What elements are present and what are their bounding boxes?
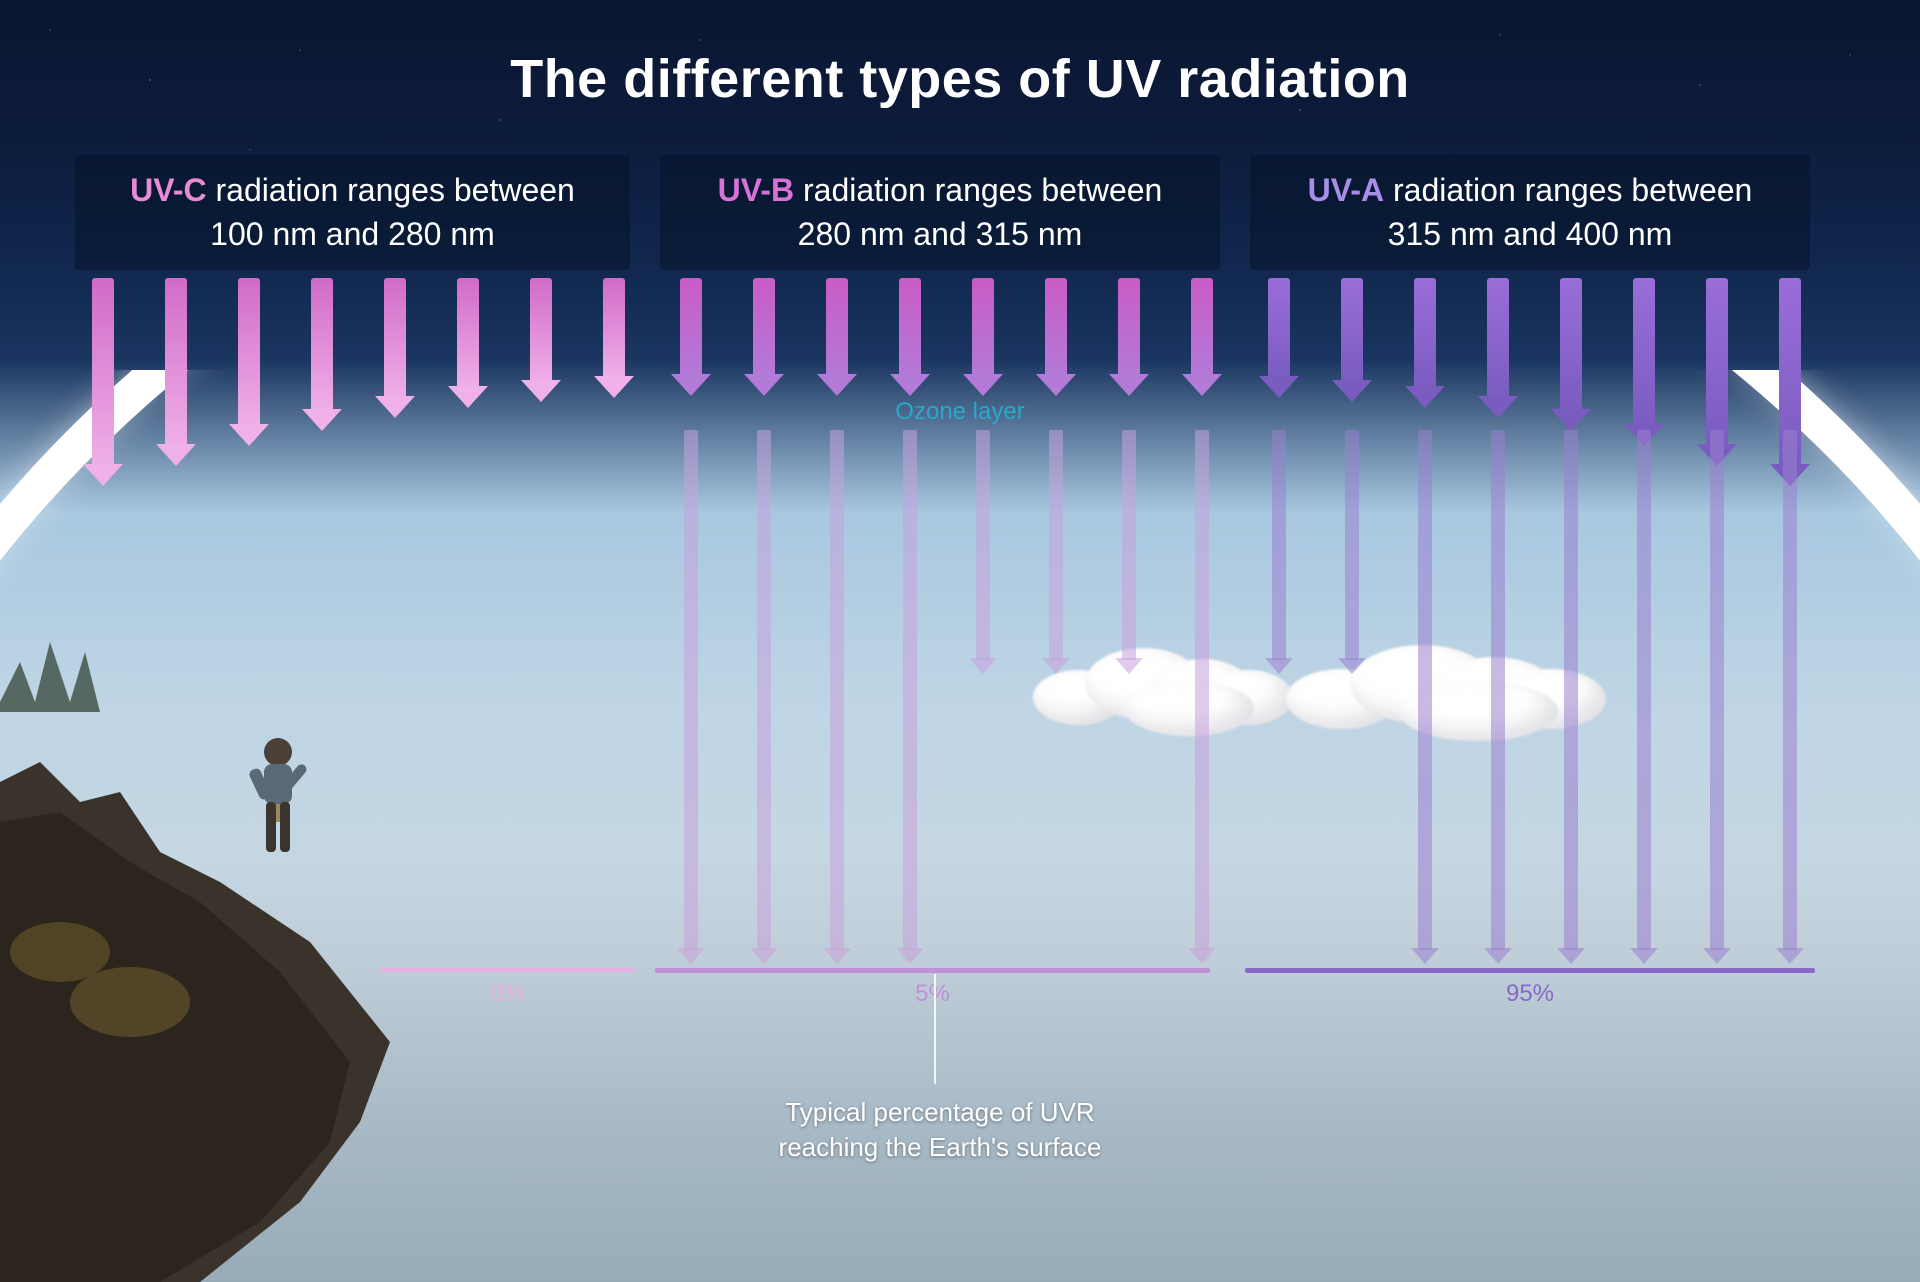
uva-arrow bbox=[1706, 278, 1728, 448]
uva-arrow bbox=[1341, 278, 1363, 384]
uva-pass-arrow bbox=[1272, 430, 1286, 660]
uvc-arrow bbox=[238, 278, 260, 428]
uva-percent-label: 95% bbox=[1245, 980, 1815, 1008]
uvb-pass-arrow bbox=[684, 430, 698, 950]
uva-arrow bbox=[1633, 278, 1655, 428]
uvc-range: 100 nm and 280 nm bbox=[210, 213, 495, 256]
uva-percent-line bbox=[1245, 968, 1815, 973]
uvb-arrow bbox=[972, 278, 994, 378]
uva-arrow bbox=[1487, 278, 1509, 400]
uvb-text1: radiation ranges between bbox=[794, 172, 1162, 208]
caption-text: Typical percentage of UVR reaching the E… bbox=[760, 1095, 1120, 1165]
uvc-arrow bbox=[311, 278, 333, 413]
uvc-info-box: UV-C radiation ranges between 100 nm and… bbox=[75, 155, 630, 270]
uvb-pass-arrow bbox=[1049, 430, 1063, 660]
uvc-arrow bbox=[530, 278, 552, 384]
uvb-percent-label: 5% bbox=[655, 980, 1210, 1008]
uv-infographic: Ozone layer The different types of UV ra… bbox=[0, 0, 1920, 1282]
caption-line2: reaching the Earth's surface bbox=[760, 1130, 1120, 1165]
uvb-range: 280 nm and 315 nm bbox=[798, 213, 1083, 256]
uvc-arrow bbox=[384, 278, 406, 400]
uvb-pass-arrow bbox=[1195, 430, 1209, 950]
uvc-percent-label: 0% bbox=[380, 980, 635, 1008]
uvc-arrow bbox=[92, 278, 114, 468]
uvb-arrow bbox=[1118, 278, 1140, 378]
uva-name: UV-A bbox=[1308, 172, 1384, 208]
uva-pass-arrow bbox=[1345, 430, 1359, 660]
uva-pass-arrow bbox=[1637, 430, 1651, 950]
caption-line1: Typical percentage of UVR bbox=[760, 1095, 1120, 1130]
uva-pass-arrow bbox=[1710, 430, 1724, 950]
uvc-percent-line bbox=[380, 968, 635, 972]
uvb-pass-arrow bbox=[976, 430, 990, 660]
uva-pass-arrow bbox=[1491, 430, 1505, 950]
uva-pass-arrow bbox=[1418, 430, 1432, 950]
uvc-arrow bbox=[165, 278, 187, 448]
uvb-name: UV-B bbox=[718, 172, 794, 208]
uvb-arrow bbox=[753, 278, 775, 378]
uvc-name: UV-C bbox=[130, 172, 206, 208]
cliff-silhouette bbox=[0, 502, 560, 1282]
uvb-pass-arrow bbox=[757, 430, 771, 950]
caption-stem bbox=[934, 974, 936, 1084]
uvb-arrow bbox=[826, 278, 848, 378]
uvc-arrow bbox=[457, 278, 479, 390]
uvb-arrow bbox=[1045, 278, 1067, 378]
page-title: The different types of UV radiation bbox=[0, 48, 1920, 110]
uva-pass-arrow bbox=[1783, 430, 1797, 950]
uva-text1: radiation ranges between bbox=[1384, 172, 1752, 208]
ozone-layer-label: Ozone layer bbox=[0, 398, 1920, 426]
uvb-arrow bbox=[1191, 278, 1213, 378]
uva-arrow bbox=[1560, 278, 1582, 413]
uva-pass-arrow bbox=[1564, 430, 1578, 950]
uvb-arrow bbox=[899, 278, 921, 378]
uvb-pass-arrow bbox=[903, 430, 917, 950]
uva-arrow bbox=[1268, 278, 1290, 380]
uva-info-box: UV-A radiation ranges between 315 nm and… bbox=[1250, 155, 1810, 270]
uvb-info-box: UV-B radiation ranges between 280 nm and… bbox=[660, 155, 1220, 270]
uva-range: 315 nm and 400 nm bbox=[1388, 213, 1673, 256]
uvc-arrow bbox=[603, 278, 625, 380]
uvb-arrow bbox=[680, 278, 702, 378]
uva-arrow bbox=[1414, 278, 1436, 390]
uvb-percent-line bbox=[655, 968, 1210, 973]
uvb-pass-arrow bbox=[1122, 430, 1136, 660]
uvc-text1: radiation ranges between bbox=[207, 172, 575, 208]
uvb-pass-arrow bbox=[830, 430, 844, 950]
